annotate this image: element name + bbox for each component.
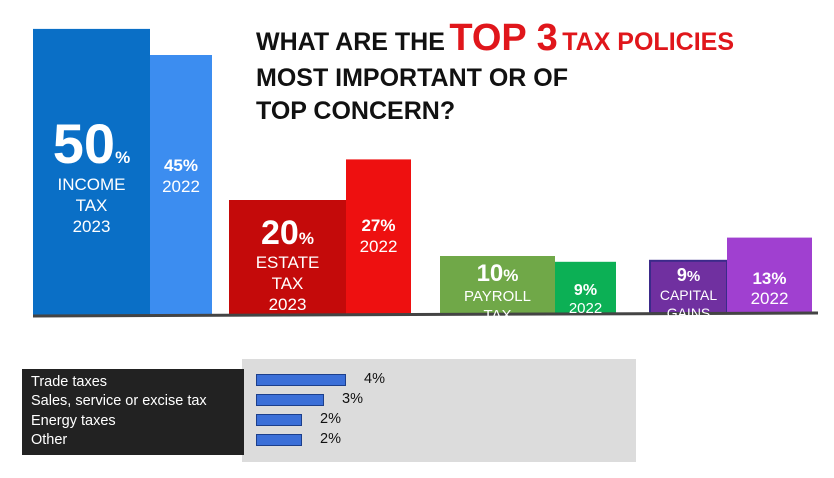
bar-category-label: GAINS [666,304,711,321]
bar-label-payroll-tax-2023: 10% PAYROLL TAX 2023 [440,260,555,344]
bar-category-label: TAX [75,196,108,216]
bar-value-unit: % [686,267,701,285]
title-part2: TAX POLICIES [562,28,734,56]
bar-category-label: 2023 [480,326,515,344]
bar-label-estate-tax-2022: 27% 2022 [346,217,411,257]
bar-payroll-tax-2022 [555,261,616,314]
bar-value-unit: % [298,229,314,248]
chart-baseline [32,311,819,318]
other-bar-value: 3% [342,391,363,407]
bar-value-unit: % [380,216,396,236]
bar-value-unit: % [582,281,598,299]
bar-payroll-tax-2023 [440,256,555,314]
other-bar-value: 4% [364,371,385,387]
other-bar-1 [256,394,324,406]
bar-capital-gains-2022 [727,237,812,313]
bar-label-income-tax-2022: 45% 2022 [150,156,212,197]
other-bar-value: 2% [320,411,341,427]
bar-label-payroll-tax-2022: 9% 2022 [555,282,616,319]
bar-value: 45 [163,156,183,175]
bar-value: 50 [52,111,116,175]
other-bar-3 [256,434,302,446]
bar-income-tax-2023 [33,28,150,317]
other-bar-0 [256,374,346,386]
other-policies-legend: Trade taxes Sales, service or excise tax… [22,369,244,455]
bar-category-label: 2023 [268,295,307,315]
bar-category-label: 2022 [162,176,200,196]
legend-item-sales: Sales, service or excise tax [31,393,207,409]
other-bar-2 [256,414,302,426]
bar-value: 9 [573,281,583,299]
bar-category-label: 2022 [359,237,398,257]
bar-value: 20 [261,214,299,252]
bar-income-tax-2022 [150,55,212,316]
chart-title: WHAT ARE THE TOP 3 TAX POLICIES MOST IMP… [256,19,816,128]
bar-label-capital-gains-2022: 13% 2022 [727,268,812,310]
title-line3: TOP CONCERN? [256,97,456,125]
bar-category-label: CAPITAL [659,286,718,303]
bar-estate-tax-2022 [346,159,411,316]
bar-category-label: 2022 [750,289,789,309]
bar-label-capital-gains-2023: 9% CAPITAL GAINS 2023 [650,264,727,340]
bar-label-estate-tax-2023: 20% ESTATE TAX 2023 [229,214,346,315]
bar-estate-tax-2023 [229,200,346,316]
bar-category-label: 2023 [72,217,111,237]
legend-item-trade: Trade taxes [31,374,108,390]
bar-value-unit: % [115,147,131,167]
title-line2: MOST IMPORTANT OR OF [256,64,569,92]
legend-item-other: Other [31,432,68,448]
bar-label-income-tax-2023: 50% INCOME TAX 2023 [33,113,150,238]
bar-value-unit: % [503,266,519,285]
other-bar-value: 2% [320,431,341,447]
bar-category-label: PAYROLL [464,288,531,306]
bar-value-unit: % [182,156,199,175]
bar-category-label: 2023 [672,322,705,339]
bar-category-label: TAX [271,274,304,294]
bar-value: 9 [676,264,687,285]
bar-category-label: ESTATE [255,253,320,273]
bar-value: 27 [361,216,381,236]
bar-value-unit: % [771,268,787,288]
title-part1: WHAT ARE THE [256,28,445,56]
legend-item-energy: Energy taxes [31,413,116,429]
bar-category-label: 2022 [568,300,603,318]
bar-value: 13 [752,268,772,288]
bar-category-label: TAX [483,307,512,325]
title-highlight: TOP 3 [449,17,558,59]
bar-category-label: INCOME [57,175,126,195]
main-bar-chart [32,28,819,318]
bar-value: 10 [476,260,504,287]
